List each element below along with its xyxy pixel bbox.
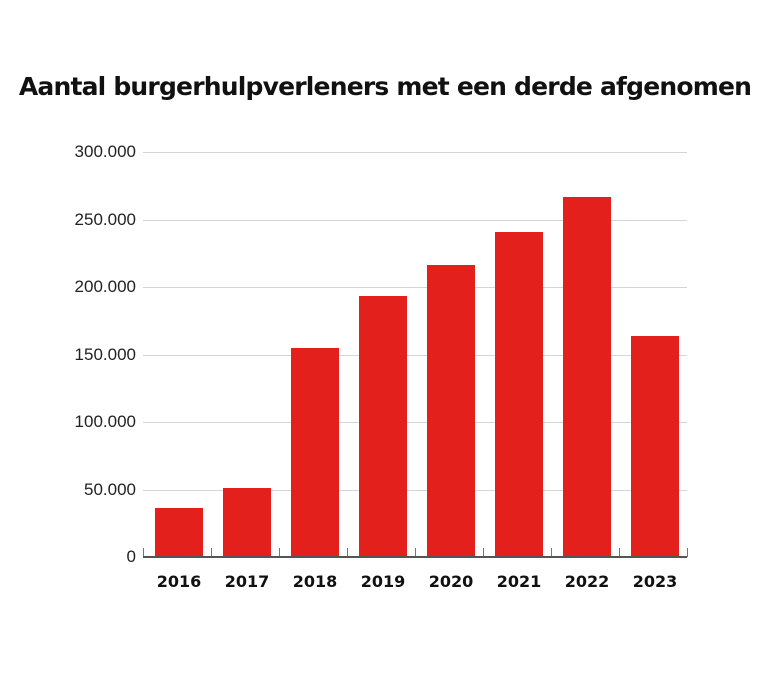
- x-tick-mark: [687, 548, 688, 557]
- bar-2022: [563, 196, 611, 557]
- bar-2019: [359, 296, 407, 557]
- x-tick-mark: [279, 548, 280, 557]
- bar-2016: [155, 508, 203, 557]
- y-tick-label: 150.000: [74, 344, 136, 364]
- y-tick-label: 100.000: [74, 412, 136, 431]
- y-tick-label: 0: [126, 547, 136, 566]
- x-tick-mark: [143, 548, 144, 557]
- x-tick-label: 2020: [428, 572, 474, 591]
- bar-2023: [631, 335, 679, 557]
- x-tick-mark: [483, 548, 484, 557]
- x-tick-mark: [211, 548, 212, 557]
- x-tick-mark: [415, 548, 416, 557]
- chart-title: Aantal burgerhulpverleners met een derde…: [18, 72, 752, 101]
- bar-2021: [495, 231, 543, 557]
- x-tick-label: 2018: [292, 572, 338, 591]
- bar-2018: [291, 347, 339, 557]
- x-tick-label: 2017: [224, 572, 270, 591]
- y-tick-label: 250.000: [74, 209, 136, 229]
- gridline: [143, 489, 687, 491]
- x-tick-label: 2019: [360, 572, 406, 591]
- x-axis-line: [143, 556, 687, 558]
- x-tick-mark: [347, 548, 348, 557]
- gridline: [143, 287, 687, 288]
- x-tick-label: 2023: [632, 572, 678, 591]
- bar-2017: [223, 488, 271, 557]
- x-tick-label: 2016: [156, 572, 202, 591]
- gridline: [143, 152, 687, 153]
- y-tick-label: 200.000: [74, 277, 136, 296]
- x-tick-label: 2021: [496, 572, 542, 591]
- bar-2020: [427, 265, 475, 557]
- x-tick-mark: [619, 548, 620, 557]
- y-tick-label: 50.000: [84, 479, 136, 499]
- x-tick-mark: [551, 548, 552, 557]
- gridline: [143, 422, 687, 423]
- gridline: [143, 354, 687, 356]
- gridline: [143, 219, 687, 221]
- y-tick-label: 300.000: [74, 142, 136, 161]
- x-tick-label: 2022: [564, 572, 610, 591]
